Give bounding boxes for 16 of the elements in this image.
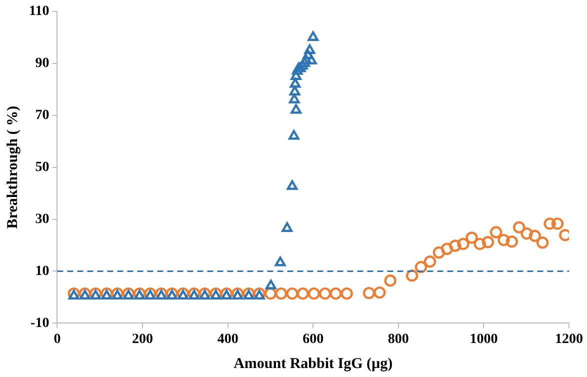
x-axis-title: Amount Rabbit IgG (µg) — [234, 356, 393, 372]
y-tick-label: 50 — [35, 160, 50, 175]
x-tick-label: 0 — [54, 332, 61, 348]
y-tick-label: 70 — [35, 108, 50, 123]
x-tick-label: 1200 — [555, 332, 583, 348]
y-tick-label: -10 — [30, 316, 50, 331]
y-tick-label: 110 — [28, 4, 50, 20]
x-tick-label: 400 — [217, 332, 238, 348]
x-tick-label: 200 — [132, 332, 154, 348]
x-tick-label: 600 — [302, 332, 324, 348]
y-tick-label: 30 — [35, 212, 50, 227]
x-tick-label: 800 — [388, 332, 409, 348]
x-tick-label: 1000 — [470, 332, 498, 348]
y-axis-title: Breakthrough ( %) — [4, 106, 21, 229]
y-tick-label: 90 — [35, 56, 50, 71]
y-tick-label: 10 — [35, 264, 50, 279]
